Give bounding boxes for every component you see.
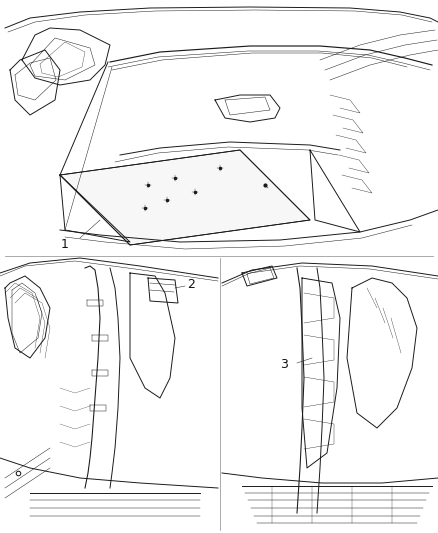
Text: 1: 1 <box>61 238 69 252</box>
Text: 2: 2 <box>187 279 195 292</box>
Text: 3: 3 <box>280 359 288 372</box>
Polygon shape <box>60 150 310 245</box>
